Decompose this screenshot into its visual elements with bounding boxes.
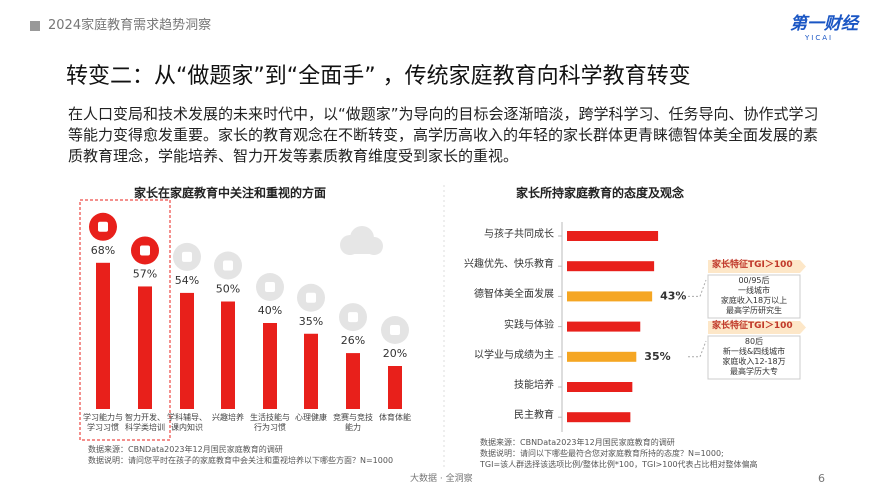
logo-sub: YICAI bbox=[805, 34, 834, 42]
callout-title-bg bbox=[708, 260, 806, 273]
value-label: 40% bbox=[258, 304, 282, 317]
bar bbox=[567, 231, 659, 241]
callout-line: 家庭收入18万以上 bbox=[720, 296, 788, 305]
value-label: 57% bbox=[133, 267, 157, 280]
value-label: 50% bbox=[216, 283, 240, 296]
source: 数据来源：CBNData2023年12月国民家庭教育的调研 数据说明：请问以下哪… bbox=[480, 438, 758, 469]
callout-line: 新一线&四线城市 bbox=[722, 347, 786, 356]
value-label: 54% bbox=[175, 274, 199, 287]
slide-title: 转变二：从“做题家”到“全面手” ，传统家庭教育向科学教育转变 bbox=[66, 64, 691, 89]
callout-title-bg bbox=[708, 321, 806, 334]
footer: 大数据 · 全洞察 bbox=[410, 474, 473, 484]
icon-glyph bbox=[265, 282, 275, 292]
source: 数据来源：CBNData2023年12月国民家庭教育的调研 数据说明：请问您平时… bbox=[88, 445, 394, 465]
x-tick-label: 体育体能 bbox=[379, 413, 411, 422]
bar bbox=[567, 291, 653, 302]
highlight-box bbox=[79, 199, 171, 441]
x-tick-label: 学科辅导、 课内知识 bbox=[167, 413, 207, 432]
y-tick-label: 以学业与成绩为主 bbox=[474, 349, 554, 361]
y-tick-label: 与孩子共同成长 bbox=[484, 229, 554, 240]
logo: 第一财经 bbox=[790, 14, 858, 34]
icon-glyph bbox=[223, 260, 233, 271]
icon-glyph bbox=[348, 312, 358, 323]
value-label: 35% bbox=[299, 315, 323, 328]
bar bbox=[567, 412, 631, 423]
value-label: 35% bbox=[644, 350, 670, 363]
connector bbox=[688, 340, 707, 358]
bar bbox=[180, 292, 194, 409]
bar bbox=[263, 323, 277, 409]
header-title: 2024家庭教育需求趋势洞察 bbox=[48, 18, 212, 33]
callout-line: 家庭收入12-18万 bbox=[722, 357, 786, 366]
icon-glyph bbox=[182, 251, 192, 262]
paragraph: 在人口变局和技术发展的未来时代中，以“做题家”为导向的目标会逐渐暗淡，跨学科学习… bbox=[68, 105, 819, 165]
y-tick-label: 德智体美全面发展 bbox=[474, 289, 554, 301]
chart-title: 家长所持家庭教育的态度及观念 bbox=[515, 186, 684, 200]
y-tick-label: 民主教育 bbox=[514, 410, 554, 422]
icon-glyph bbox=[140, 245, 150, 256]
value-label: 26% bbox=[341, 334, 365, 347]
bar bbox=[96, 262, 110, 409]
bar bbox=[388, 366, 402, 409]
header-mark bbox=[30, 21, 40, 31]
callout-title: 家长特征TGI＞100 bbox=[712, 260, 793, 270]
value-label: 68% bbox=[91, 244, 115, 257]
chart-title: 家长在家庭教育中关注和重视的方面 bbox=[133, 186, 326, 200]
y-tick-label: 技能培养 bbox=[514, 380, 554, 391]
icon-glyph bbox=[390, 325, 400, 335]
bar bbox=[567, 261, 655, 272]
y-tick-label: 兴趣优先、快乐教育 bbox=[464, 259, 554, 271]
callout-box bbox=[707, 274, 801, 319]
x-tick-label: 生活技能与 行为习惯 bbox=[250, 413, 290, 432]
callout-title: 家长特征TGI＞100 bbox=[712, 321, 793, 331]
callout-line: 最高学历研究生 bbox=[726, 306, 782, 315]
bar bbox=[346, 353, 360, 409]
bar bbox=[567, 321, 641, 332]
x-tick-label: 心理健康 bbox=[295, 413, 327, 422]
page-number: 6 bbox=[818, 472, 825, 485]
bar bbox=[304, 333, 318, 409]
x-tick-label: 智力开发、 科学类培训 bbox=[125, 413, 165, 432]
value-label: 43% bbox=[660, 289, 686, 302]
x-tick-label: 学习能力与 学习习惯 bbox=[83, 413, 123, 432]
value-label: 20% bbox=[383, 347, 407, 360]
cloud bbox=[340, 226, 383, 255]
x-tick-label: 兴趣培养 bbox=[212, 413, 244, 422]
callout-box bbox=[707, 335, 801, 380]
connector bbox=[688, 279, 707, 297]
x-tick-label: 竞赛与竞技 能力 bbox=[333, 413, 373, 432]
icon-glyph bbox=[98, 221, 108, 232]
bar bbox=[567, 382, 633, 392]
bar bbox=[567, 351, 637, 362]
callout-line: 00/95后 bbox=[738, 276, 770, 285]
icon-glyph bbox=[306, 292, 316, 303]
callout-line: 一线城市 bbox=[738, 286, 770, 295]
callout-line: 最高学历大专 bbox=[730, 367, 778, 376]
callout-line: 80后 bbox=[744, 337, 764, 346]
bar bbox=[138, 286, 152, 409]
y-tick-label: 实践与体验 bbox=[504, 319, 554, 331]
bar bbox=[221, 301, 235, 409]
